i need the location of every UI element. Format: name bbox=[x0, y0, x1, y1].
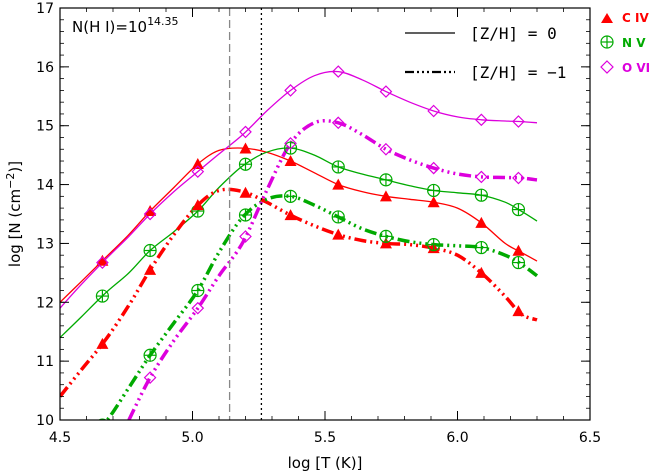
data-point-civ-z0-2 bbox=[191, 157, 204, 169]
y-axis-title-tail: )] bbox=[6, 161, 24, 173]
data-point-civ-z0-5 bbox=[332, 178, 345, 190]
series-line-civ-zm1 bbox=[60, 187, 538, 398]
data-point-civ-zm1-8 bbox=[475, 266, 488, 278]
data-point-ovi-zm1-5 bbox=[379, 142, 393, 156]
series-layer bbox=[60, 70, 539, 420]
data-point-civ-z0-7 bbox=[427, 196, 440, 208]
data-point-ovi-z0-1 bbox=[143, 207, 157, 221]
data-point-ovi-zm1-1 bbox=[191, 301, 205, 315]
ion-legend: C IV N V O VI bbox=[600, 11, 650, 75]
legend-ovi-label: O VI bbox=[622, 61, 650, 75]
data-point-nv-zm1-7 bbox=[427, 238, 441, 252]
y-tick-label: 16 bbox=[36, 60, 54, 76]
y-axis-title: log [N (cm−2)] bbox=[4, 161, 24, 267]
data-point-nv-z0-1 bbox=[143, 243, 157, 258]
data-point-civ-zm1-2 bbox=[191, 199, 204, 211]
y-tick-label: 15 bbox=[36, 119, 54, 135]
data-point-civ-z0-1 bbox=[144, 205, 157, 217]
data-point-ovi-z0-7 bbox=[427, 104, 440, 118]
data-point-civ-zm1-5 bbox=[332, 228, 345, 240]
data-point-civ-z0-4 bbox=[284, 155, 297, 167]
data-point-nv-z0-8 bbox=[474, 188, 488, 202]
series-line-nv-z0 bbox=[60, 147, 538, 339]
data-point-nv-z0-3 bbox=[238, 157, 253, 171]
y-axis-title-exp: −2 bbox=[4, 173, 17, 189]
y-axis-title-text: log [N (cm−2)] bbox=[4, 161, 24, 267]
data-point-ovi-zm1-3 bbox=[284, 137, 297, 150]
legend-solid-label: [Z/H] = 0 bbox=[470, 24, 557, 43]
y-tick-label: 12 bbox=[36, 295, 54, 311]
x-tick-label: 4.5 bbox=[49, 430, 71, 446]
data-point-civ-zm1-0 bbox=[96, 337, 109, 349]
data-point-civ-zm1-1 bbox=[144, 263, 157, 275]
data-point-civ-z0-8 bbox=[475, 216, 488, 228]
x-tick-label: 5.5 bbox=[314, 430, 336, 446]
data-point-nv-zm1-4 bbox=[283, 189, 298, 203]
data-point-ovi-z0-6 bbox=[379, 85, 393, 98]
line-legend: [Z/H] = 0 [Z/H] = −1 bbox=[405, 24, 566, 82]
data-point-civ-z0-9 bbox=[512, 244, 525, 256]
data-point-ovi-zm1-0 bbox=[143, 371, 157, 384]
data-point-civ-zm1-4 bbox=[284, 209, 297, 221]
data-point-nv-z0-0 bbox=[95, 289, 110, 303]
series-line-ovi-zm1 bbox=[127, 118, 538, 420]
x-tick-label: 5.0 bbox=[181, 430, 203, 446]
data-point-ovi-z0-8 bbox=[475, 113, 488, 127]
data-point-ovi-zm1-7 bbox=[475, 170, 488, 184]
data-point-nv-zm1-6 bbox=[379, 229, 393, 243]
y-tick-label: 11 bbox=[36, 354, 54, 370]
data-point-nv-zm1-5 bbox=[331, 210, 345, 224]
data-point-ovi-z0-4 bbox=[284, 84, 297, 97]
data-point-nv-zm1-2 bbox=[191, 283, 205, 298]
data-point-nv-zm1-0 bbox=[98, 418, 107, 420]
y-tick-label: 14 bbox=[36, 178, 54, 194]
data-point-civ-z0-6 bbox=[379, 190, 392, 202]
data-point-ovi-z0-0 bbox=[96, 256, 109, 270]
series-line-civ-z0 bbox=[60, 147, 538, 303]
marker-layer bbox=[95, 65, 526, 420]
data-point-ovi-zm1-8 bbox=[512, 171, 525, 185]
annotation-nhi: N(H I)=1014.35 bbox=[72, 15, 179, 36]
data-point-nv-zm1-1 bbox=[143, 348, 157, 362]
series-line-ovi-z0 bbox=[60, 70, 538, 309]
data-point-ovi-zm1-4 bbox=[331, 116, 345, 130]
annotation-exp: 14.35 bbox=[147, 15, 179, 28]
x-tick-label: 6.0 bbox=[446, 430, 468, 446]
data-point-nv-z0-6 bbox=[379, 173, 393, 187]
x-tick-label: 6.5 bbox=[579, 430, 601, 446]
legend-nv-marker bbox=[600, 35, 614, 49]
vline-layer bbox=[228, 8, 263, 420]
data-point-ovi-z0-5 bbox=[331, 65, 345, 78]
x-axis-title: log [T (K)] bbox=[288, 454, 363, 472]
data-point-nv-z0-7 bbox=[427, 183, 441, 198]
data-point-civ-z0-3 bbox=[239, 142, 252, 154]
y-tick-label: 10 bbox=[36, 413, 54, 429]
legend-nv-label: N V bbox=[622, 36, 646, 50]
y-tick-label: 17 bbox=[36, 1, 54, 17]
legend-ovi-marker bbox=[600, 60, 614, 74]
legend-dash-label: [Z/H] = −1 bbox=[470, 63, 566, 82]
legend-civ-label: C IV bbox=[622, 11, 649, 25]
data-point-nv-z0-9 bbox=[511, 202, 526, 217]
data-point-nv-zm1-9 bbox=[511, 255, 526, 270]
data-point-ovi-zm1-2 bbox=[239, 230, 252, 243]
data-point-ovi-zm1-6 bbox=[427, 161, 440, 175]
y-axis-title-main: log [N (cm bbox=[6, 189, 24, 267]
data-point-civ-zm1-3 bbox=[239, 186, 252, 198]
tick-layer: 4.5 5.0 5.5 6.0 6.5 10 11 12 13 14 15 16 17 bbox=[36, 1, 601, 446]
series-line-nv-zm1 bbox=[105, 194, 539, 420]
data-point-nv-zm1-3 bbox=[238, 208, 253, 222]
annotation-main: N(H I)=10 bbox=[72, 18, 147, 36]
data-point-nv-z0-5 bbox=[331, 160, 345, 174]
y-tick-label: 13 bbox=[36, 236, 54, 252]
data-point-nv-zm1-8 bbox=[474, 240, 488, 255]
data-point-ovi-z0-9 bbox=[512, 115, 525, 128]
data-point-civ-z0-0 bbox=[96, 254, 109, 266]
data-point-ovi-z0-3 bbox=[239, 125, 252, 139]
data-point-civ-zm1-9 bbox=[512, 305, 525, 317]
legend-civ-marker bbox=[601, 13, 613, 23]
data-point-ovi-z0-2 bbox=[191, 165, 205, 178]
